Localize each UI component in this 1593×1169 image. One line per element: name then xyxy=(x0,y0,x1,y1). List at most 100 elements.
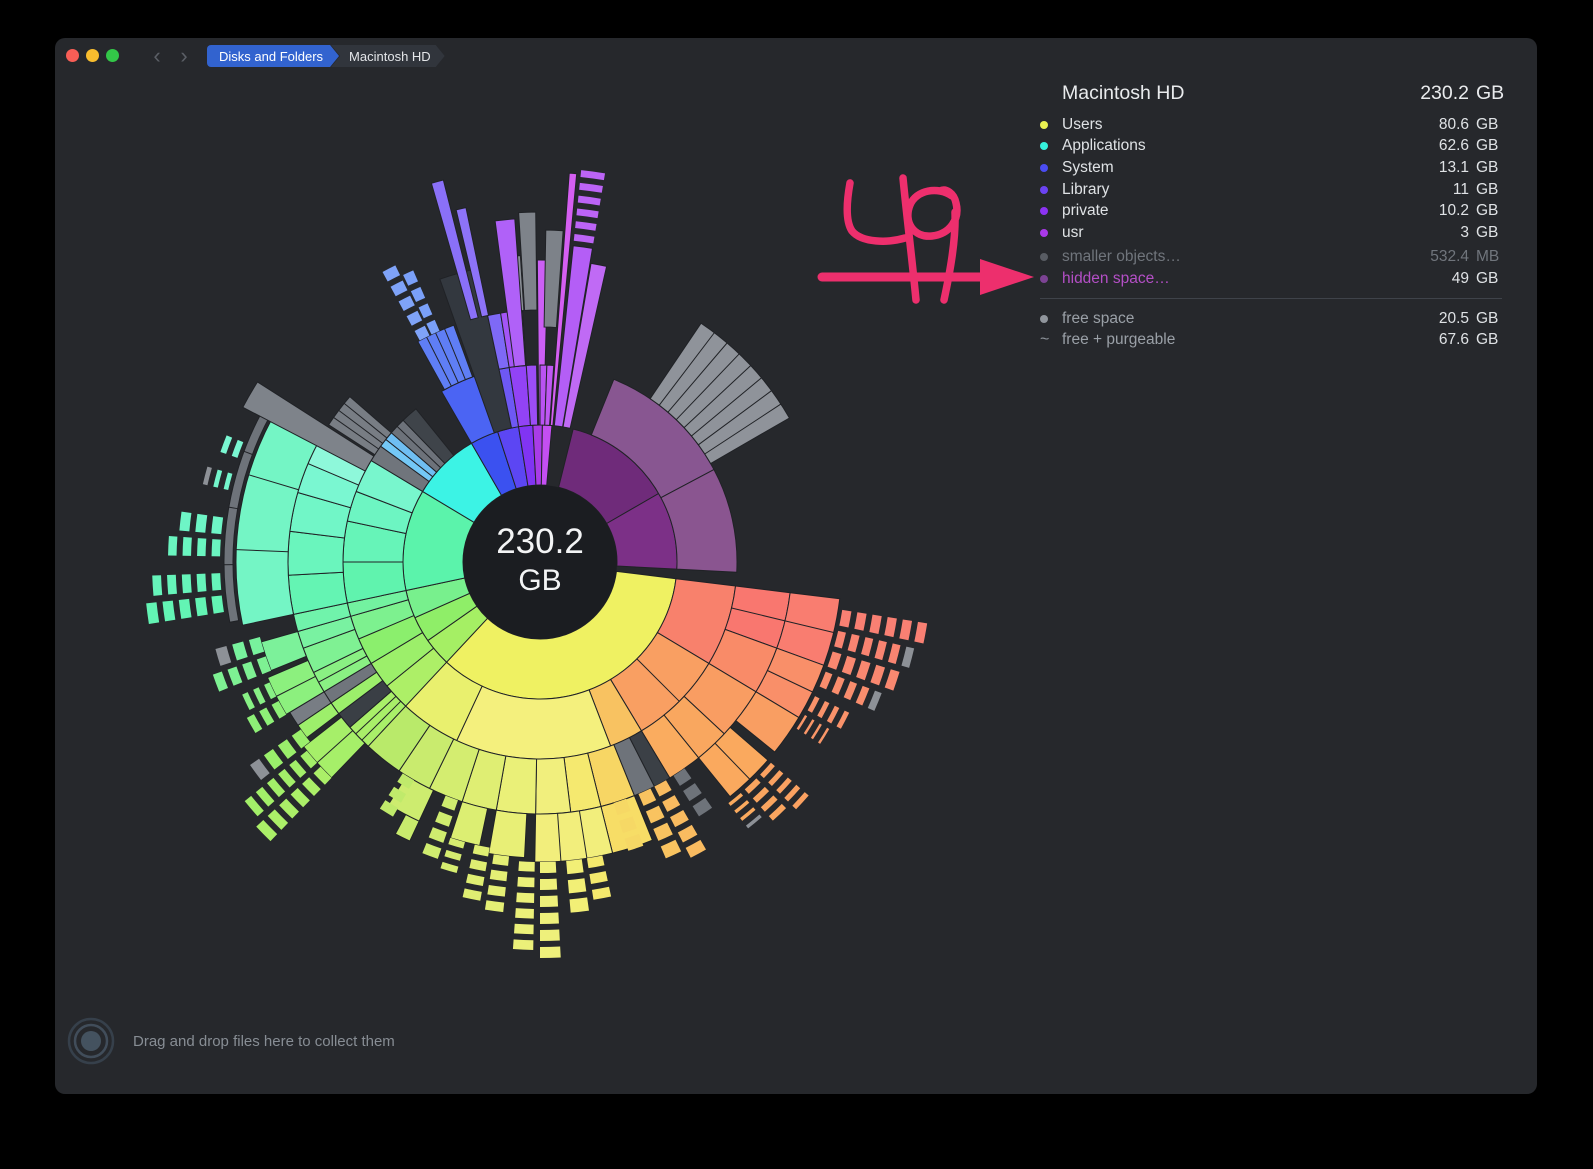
wheel-segment[interactable] xyxy=(540,878,558,890)
legend-row-free-purgeable[interactable]: ~ free + purgeable 67.6 GB xyxy=(1040,331,1499,349)
wheel-segment[interactable] xyxy=(685,839,706,858)
wheel-segment[interactable] xyxy=(231,439,244,458)
wheel-segment[interactable] xyxy=(543,229,564,329)
wheel-segment[interactable] xyxy=(899,619,913,641)
wheel-segment[interactable] xyxy=(430,179,479,321)
wheel-segment[interactable] xyxy=(441,795,458,811)
wheel-segment[interactable] xyxy=(223,472,233,491)
wheel-segment[interactable] xyxy=(518,211,538,311)
wheel-segment[interactable] xyxy=(512,939,534,950)
wheel-segment[interactable] xyxy=(784,784,801,802)
wheel-segment[interactable] xyxy=(579,182,603,193)
wheel-segment[interactable] xyxy=(540,912,559,924)
wheel-segment[interactable] xyxy=(179,511,192,532)
wheel-segment[interactable] xyxy=(692,797,713,817)
wheel-segment[interactable] xyxy=(215,646,232,666)
legend-row-smaller-objects[interactable]: smaller objects… 532.4 MB xyxy=(1040,247,1502,269)
wheel-segment[interactable] xyxy=(271,700,287,719)
wheel-segment[interactable] xyxy=(654,780,672,797)
wheel-segment[interactable] xyxy=(768,770,784,786)
wheel-segment[interactable] xyxy=(847,633,860,653)
wheel-segment[interactable] xyxy=(266,777,286,798)
wheel-segment[interactable] xyxy=(220,435,233,454)
wheel-segment[interactable] xyxy=(516,892,535,903)
wheel-segment[interactable] xyxy=(861,637,874,657)
wheel-segment[interactable] xyxy=(260,630,308,672)
legend-row-users[interactable]: Users 80.6 GB xyxy=(1040,114,1502,136)
wheel-segment[interactable] xyxy=(515,908,534,919)
wheel-segment[interactable] xyxy=(540,895,559,908)
zoom-button[interactable] xyxy=(106,49,119,62)
wheel-segment[interactable] xyxy=(549,172,578,427)
wheel-segment[interactable] xyxy=(867,690,882,711)
wheel-segment[interactable] xyxy=(248,637,265,656)
wheel-segment[interactable] xyxy=(213,469,223,488)
wheel-segment[interactable] xyxy=(178,598,192,619)
wheel-segment[interactable] xyxy=(211,595,224,614)
wheel-segment[interactable] xyxy=(660,839,682,859)
wheel-segment[interactable] xyxy=(410,286,426,303)
wheel-segment[interactable] xyxy=(517,876,535,888)
collector-dropzone[interactable]: Drag and drop files here to collect them xyxy=(67,1017,395,1065)
wheel-segment[interactable] xyxy=(843,681,858,701)
wheel-segment[interactable] xyxy=(397,773,414,789)
wheel-segment[interactable] xyxy=(577,195,601,206)
wheel-segment[interactable] xyxy=(448,837,465,849)
wheel-segment[interactable] xyxy=(760,762,775,779)
wheel-segment[interactable] xyxy=(744,778,761,794)
wheel-segment[interactable] xyxy=(810,723,822,740)
wheel-segment[interactable] xyxy=(673,768,692,786)
wheel-segment[interactable] xyxy=(776,777,792,794)
wheel-segment[interactable] xyxy=(540,424,553,486)
wheel-segment[interactable] xyxy=(613,798,631,816)
wheel-segment[interactable] xyxy=(462,888,482,901)
wheel-segment[interactable] xyxy=(388,786,406,803)
legend-row-hidden-space[interactable]: hidden space… 49 GB xyxy=(1040,268,1502,290)
wheel-segment[interactable] xyxy=(256,820,278,842)
legend-row-usr[interactable]: usr 3 GB xyxy=(1040,222,1502,244)
wheel-segment[interactable] xyxy=(683,783,702,802)
wheel-segment[interactable] xyxy=(854,612,867,631)
wheel-segment[interactable] xyxy=(267,809,289,830)
wheel-segment[interactable] xyxy=(232,641,248,661)
wheel-segment[interactable] xyxy=(394,813,420,842)
wheel-segment[interactable] xyxy=(168,536,178,556)
wheel-segment[interactable] xyxy=(277,739,297,760)
wheel-segment[interactable] xyxy=(202,466,212,486)
wheel-segment[interactable] xyxy=(227,666,243,686)
wheel-segment[interactable] xyxy=(768,803,787,821)
wheel-segment[interactable] xyxy=(211,539,221,557)
wheel-segment[interactable] xyxy=(544,364,555,426)
wheel-segment[interactable] xyxy=(660,468,738,573)
wheel-segment[interactable] xyxy=(740,807,756,821)
wheel-segment[interactable] xyxy=(382,265,401,282)
wheel-segment[interactable] xyxy=(760,795,778,812)
wheel-segment[interactable] xyxy=(576,208,599,219)
wheel-segment[interactable] xyxy=(264,682,277,700)
wheel-segment[interactable] xyxy=(195,597,208,617)
wheel-segment[interactable] xyxy=(167,574,177,595)
breadcrumb-disks-and-folders[interactable]: Disks and Folders xyxy=(207,45,339,67)
wheel-segment[interactable] xyxy=(792,792,809,810)
wheel-segment[interactable] xyxy=(841,655,856,675)
wheel-segment[interactable] xyxy=(728,792,744,806)
wheel-segment[interactable] xyxy=(567,878,587,894)
wheel-segment[interactable] xyxy=(834,630,846,649)
wheel-segment[interactable] xyxy=(246,714,263,733)
wheel-segment[interactable] xyxy=(398,295,415,312)
wheel-segment[interactable] xyxy=(856,660,871,681)
close-button[interactable] xyxy=(66,49,79,62)
wheel-segment[interactable] xyxy=(735,691,800,753)
wheel-segment[interactable] xyxy=(422,842,442,859)
wheel-segment[interactable] xyxy=(300,750,318,769)
wheel-segment[interactable] xyxy=(745,814,762,829)
wheel-segment[interactable] xyxy=(653,822,673,841)
wheel-segment[interactable] xyxy=(573,233,595,244)
wheel-segment[interactable] xyxy=(418,303,433,319)
wheel-segment[interactable] xyxy=(469,859,488,872)
wheel-segment[interactable] xyxy=(250,758,270,780)
wheel-segment[interactable] xyxy=(836,710,850,729)
wheel-segment[interactable] xyxy=(494,218,527,368)
wheel-segment[interactable] xyxy=(162,600,176,622)
wheel-segment[interactable] xyxy=(638,788,657,806)
